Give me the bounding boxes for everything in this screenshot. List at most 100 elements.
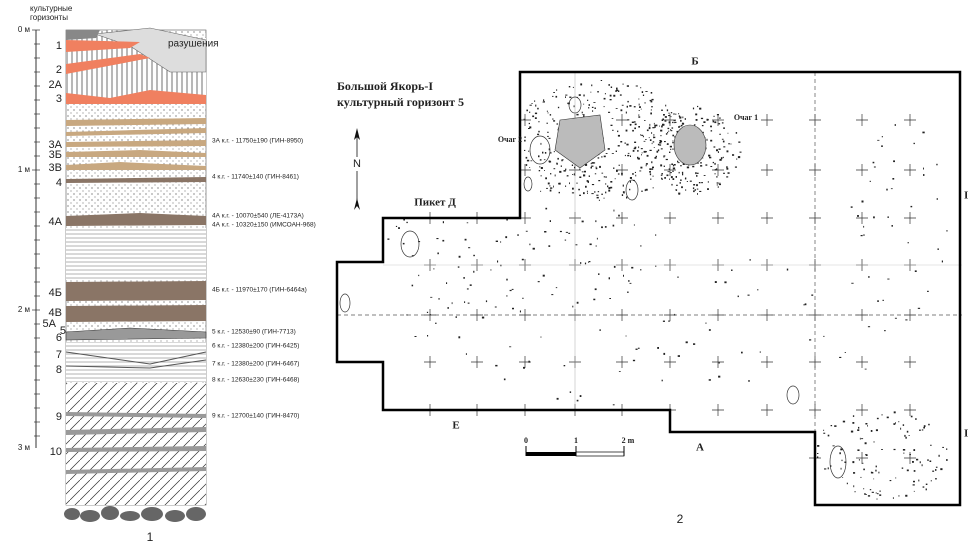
find <box>524 150 525 151</box>
find <box>859 459 860 460</box>
find <box>565 169 566 171</box>
find <box>626 197 627 199</box>
find <box>728 143 729 144</box>
find <box>719 117 720 118</box>
find <box>874 167 876 168</box>
find <box>927 291 929 292</box>
find <box>650 169 652 170</box>
find <box>636 86 638 87</box>
find <box>620 94 622 95</box>
find <box>703 121 705 123</box>
find <box>613 225 615 227</box>
find <box>705 164 707 165</box>
find <box>652 167 654 169</box>
find <box>659 126 660 127</box>
find <box>946 459 948 461</box>
find <box>697 189 699 190</box>
find <box>668 128 670 129</box>
find <box>654 123 655 125</box>
grid-cross <box>856 212 868 224</box>
find <box>651 106 652 107</box>
find <box>645 91 647 92</box>
find <box>533 248 535 250</box>
find <box>624 193 625 194</box>
find <box>738 296 739 298</box>
find <box>677 161 678 162</box>
find <box>546 188 548 189</box>
find <box>719 184 721 185</box>
find <box>738 156 740 158</box>
find <box>601 226 603 228</box>
find <box>893 160 895 162</box>
find <box>670 172 672 173</box>
find <box>567 103 569 104</box>
find <box>649 127 651 129</box>
find <box>927 459 929 460</box>
find <box>562 159 564 160</box>
find <box>676 185 678 186</box>
find <box>547 111 548 112</box>
find <box>443 221 444 223</box>
find <box>497 261 498 263</box>
find <box>913 481 915 483</box>
find <box>551 294 553 295</box>
depth-label: 0 м <box>18 25 30 34</box>
find <box>665 121 667 122</box>
find <box>589 175 590 177</box>
find <box>680 165 682 166</box>
find <box>700 162 701 164</box>
find <box>641 109 642 110</box>
horizon-label: 6 <box>56 332 62 344</box>
find <box>523 367 525 369</box>
column: культурные горизонты 0 м 1 м 2 м 3 м раз… <box>18 4 316 544</box>
find <box>598 180 600 181</box>
edge-label: А <box>696 442 704 454</box>
find <box>415 336 417 337</box>
find <box>500 265 501 267</box>
find <box>880 491 881 492</box>
find <box>560 231 562 232</box>
layer-hatched-diag <box>66 383 206 505</box>
find <box>696 119 698 121</box>
find <box>724 281 726 283</box>
find <box>717 185 718 186</box>
find <box>626 130 628 132</box>
find <box>530 105 532 106</box>
horizon-label: 4А <box>49 216 63 228</box>
find <box>895 422 896 424</box>
find <box>653 176 654 177</box>
find <box>526 231 528 232</box>
find <box>496 241 498 242</box>
find <box>649 124 650 126</box>
find <box>534 100 535 102</box>
find <box>465 239 467 241</box>
find <box>598 191 599 192</box>
find <box>882 136 883 137</box>
find <box>715 281 717 283</box>
find <box>865 442 867 444</box>
find <box>895 124 896 126</box>
grid-cross <box>856 356 868 368</box>
find <box>618 90 619 92</box>
find <box>719 149 721 150</box>
find <box>870 181 871 182</box>
find <box>695 172 696 174</box>
find <box>645 139 646 140</box>
find <box>669 179 670 180</box>
find <box>596 167 597 169</box>
find <box>695 114 697 116</box>
find <box>598 157 600 158</box>
find <box>887 417 889 419</box>
grid-cross <box>856 114 868 126</box>
horizon-label: 3В <box>49 162 62 174</box>
find <box>855 491 856 492</box>
find <box>686 341 688 343</box>
find <box>672 122 673 123</box>
find <box>680 120 682 122</box>
find <box>655 125 657 127</box>
find <box>541 167 543 169</box>
depth-label: 2 м <box>18 305 30 314</box>
find <box>672 135 674 137</box>
find <box>635 124 637 126</box>
find <box>529 126 531 128</box>
